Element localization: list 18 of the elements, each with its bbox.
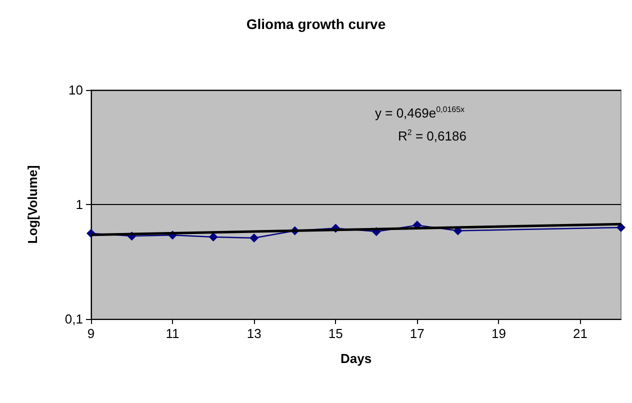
y-tick-label: 10: [68, 82, 83, 98]
y-axis-title: Log[Volume]: [25, 165, 40, 244]
annotation: R$^{2}$ = 0,6186: [398, 128, 466, 144]
point: [208, 232, 218, 242]
x-tick-label: 15: [328, 326, 343, 341]
annotation: y = 0,469e$^{0,0165x}$: [375, 105, 465, 120]
x-tick-label: 9: [87, 326, 95, 341]
y-tick-label: 0,1: [64, 312, 83, 326]
x-tick-label: 21: [572, 326, 588, 341]
x-tick-label: 17: [410, 326, 424, 341]
x-axis-title: Days: [340, 351, 372, 366]
chart-title: Glioma growth curve: [246, 16, 386, 32]
x-tick-label: 19: [491, 326, 506, 341]
x-tick-label: 11: [166, 326, 180, 341]
y-tick-label: 1: [76, 197, 83, 212]
point: [616, 222, 626, 232]
point: [250, 233, 259, 242]
x-tick-label: 13: [246, 326, 262, 341]
